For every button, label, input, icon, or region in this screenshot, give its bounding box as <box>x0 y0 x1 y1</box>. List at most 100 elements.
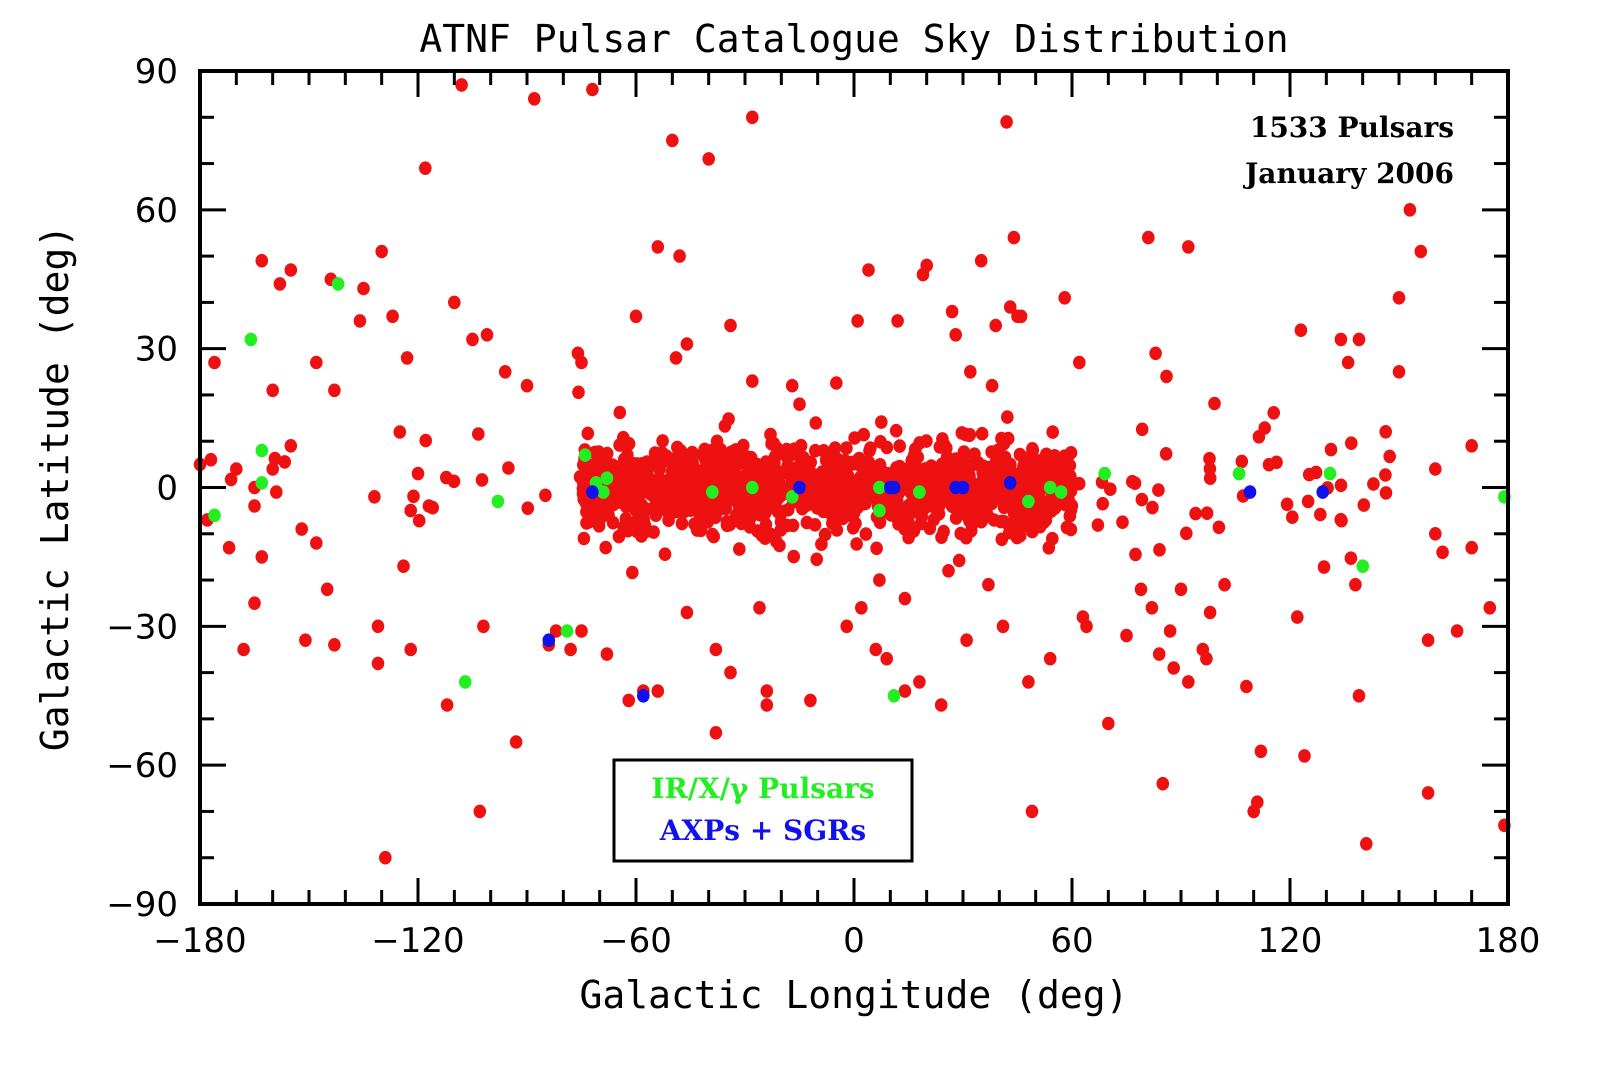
radio-pulsars-point <box>1046 425 1059 439</box>
radio-pulsars-point <box>885 498 899 512</box>
radio-pulsars-point <box>1001 431 1015 446</box>
y-axis-label: Galactic Latitude (deg) <box>33 225 77 751</box>
radio-pulsars-point <box>581 426 595 441</box>
radio-pulsars-point <box>662 513 675 527</box>
radio-pulsars-point <box>1182 675 1195 689</box>
radio-pulsars-point <box>549 624 563 638</box>
radio-pulsars-point <box>295 522 309 536</box>
radio-pulsars-point <box>1392 291 1406 305</box>
radio-pulsars-point <box>255 550 269 564</box>
radio-pulsars-point <box>502 461 515 475</box>
radio-pulsars-point <box>702 152 715 166</box>
radio-pulsars-point <box>842 493 855 507</box>
radio-pulsars-point <box>572 385 585 400</box>
legend: IR/X/γ Pulsars AXPs + SGRs <box>612 758 914 863</box>
radio-pulsars-point <box>1007 505 1021 519</box>
radio-pulsars-point <box>1465 540 1478 555</box>
radio-pulsars-point <box>733 542 746 556</box>
radio-pulsars-point <box>1345 436 1358 451</box>
radio-pulsars-point <box>393 425 407 439</box>
radio-pulsars-point <box>755 528 769 542</box>
radio-pulsars-point <box>737 438 750 453</box>
radio-pulsars-point <box>875 415 888 429</box>
radio-pulsars-point <box>599 540 612 555</box>
radio-pulsars-point <box>613 405 627 420</box>
radio-pulsars-point <box>1414 244 1428 259</box>
y-tick-label: 60 <box>135 191 178 231</box>
radio-pulsars-point <box>592 445 606 459</box>
radio-pulsars-point <box>915 465 929 479</box>
radio-pulsars-point <box>455 78 468 92</box>
radio-pulsars-point <box>1218 577 1231 592</box>
ir-x-pulsars-point <box>255 443 269 458</box>
radio-pulsars-point <box>665 465 679 480</box>
radio-pulsars-point <box>809 416 823 430</box>
radio-pulsars-point <box>889 423 903 438</box>
radio-pulsars-point <box>357 281 370 296</box>
radio-pulsars-point <box>1120 628 1133 643</box>
ir-x-pulsars-point <box>1098 466 1111 481</box>
radio-pulsars-point <box>793 397 806 412</box>
radio-pulsars-point <box>1014 309 1028 324</box>
radio-pulsars-point <box>1352 689 1366 703</box>
y-tick-label: −90 <box>106 885 178 925</box>
radio-pulsars-point <box>626 565 639 580</box>
radio-pulsars-point <box>893 439 906 453</box>
radio-pulsars-point <box>830 376 843 390</box>
ir-x-pulsars-point <box>873 480 886 495</box>
radio-pulsars-point <box>1182 240 1195 254</box>
radio-pulsars-point <box>266 462 280 476</box>
radio-pulsars-point <box>404 642 418 657</box>
radio-pulsars-point <box>949 511 963 525</box>
radio-pulsars-point <box>815 537 828 551</box>
radio-pulsars-point <box>1126 474 1139 489</box>
radio-pulsars-point <box>666 133 679 148</box>
radio-pulsars-point <box>1341 355 1355 370</box>
radio-pulsars-point <box>840 619 853 634</box>
radio-pulsars-point <box>794 438 808 453</box>
radio-pulsars-point <box>602 508 615 522</box>
radio-pulsars-point <box>1025 804 1039 819</box>
radio-pulsars-point <box>1429 462 1442 476</box>
date-annotation: January 2006 <box>1242 157 1454 190</box>
radio-pulsars-point <box>952 553 966 568</box>
radio-pulsars-point <box>612 529 626 544</box>
radio-pulsars-point <box>764 427 777 442</box>
radio-pulsars-point <box>725 445 738 459</box>
radio-pulsars-point <box>798 455 811 470</box>
radio-pulsars-point <box>1203 451 1216 466</box>
radio-pulsars-point <box>466 332 479 347</box>
radio-pulsars-point <box>890 470 904 484</box>
x-tick-label: 120 <box>1258 921 1323 961</box>
radio-pulsars-point <box>764 463 777 477</box>
radio-pulsars-point <box>1007 230 1021 245</box>
radio-pulsars-point <box>1203 605 1217 620</box>
radio-pulsars-point <box>1403 203 1417 217</box>
radio-pulsars-point <box>724 318 737 333</box>
ir-x-pulsars-point <box>458 675 472 689</box>
radio-pulsars-point <box>808 518 822 532</box>
radio-pulsars-point <box>619 488 632 503</box>
radio-pulsars-point <box>1367 477 1380 491</box>
radio-pulsars-point <box>1450 624 1464 638</box>
radio-pulsars-point <box>677 459 691 474</box>
radio-pulsars-point <box>994 514 1007 529</box>
radio-pulsars-point <box>761 481 775 495</box>
radio-pulsars-point <box>753 601 766 615</box>
radio-pulsars-point <box>473 804 487 819</box>
radio-pulsars-point <box>1334 478 1348 493</box>
radio-pulsars-point <box>230 462 243 476</box>
radio-pulsars-point <box>816 466 830 480</box>
radio-pulsars-point <box>746 374 759 388</box>
x-tick-labels: −180 −120 −60 0 60 120 180 <box>153 921 1540 961</box>
ir-x-pulsars-point <box>244 332 258 347</box>
radio-pulsars-point <box>1102 716 1115 731</box>
radio-pulsars-point <box>1174 582 1188 597</box>
radio-pulsars-point <box>400 351 414 365</box>
radio-pulsars-point <box>539 488 552 503</box>
radio-pulsars-point <box>685 445 699 460</box>
radio-pulsars-point <box>412 513 426 528</box>
radio-pulsars-point <box>765 528 778 542</box>
radio-pulsars-point <box>833 503 847 517</box>
radio-pulsars-point <box>656 499 670 514</box>
